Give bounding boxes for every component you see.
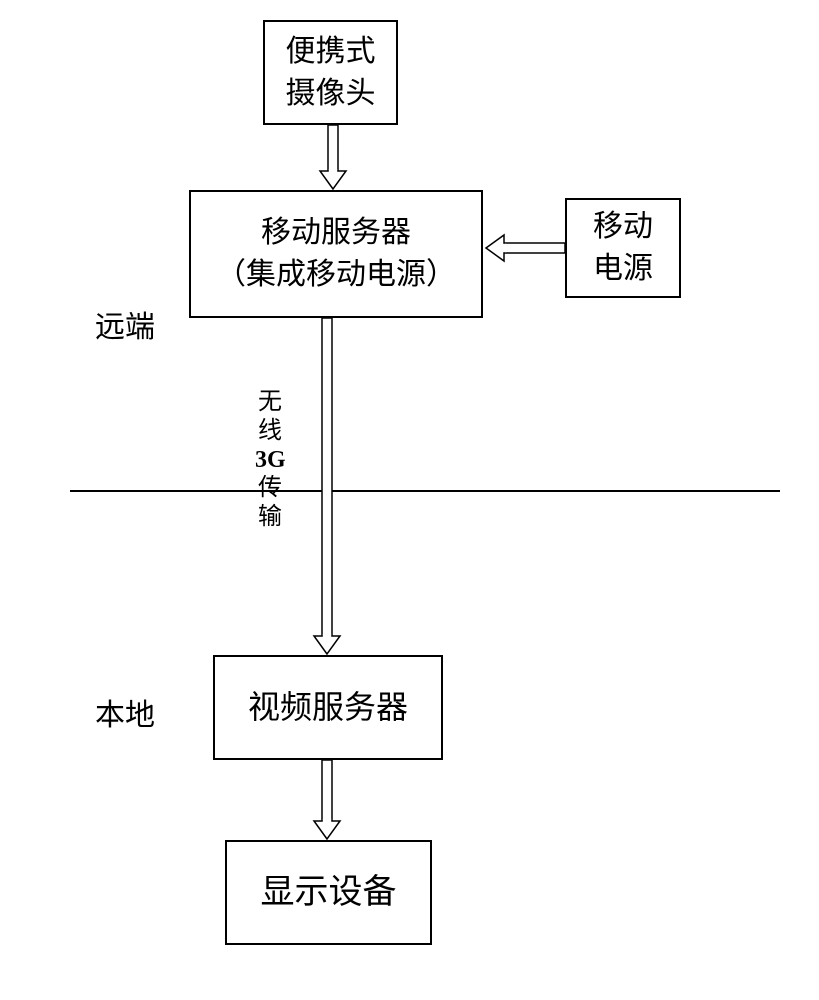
- camera-text: 便携式摄像头: [286, 31, 376, 115]
- remote-label: 远端: [95, 302, 155, 346]
- divider-line: [70, 490, 780, 492]
- video-server-node: 视频服务器: [213, 655, 443, 760]
- camera-node: 便携式摄像头: [263, 20, 398, 125]
- mobile-server-node: 移动服务器（集成移动电源）: [189, 190, 483, 318]
- local-label: 本地: [95, 690, 155, 734]
- mobile-server-text: 移动服务器（集成移动电源）: [216, 212, 456, 296]
- mobile-power-node: 移动电源: [565, 198, 681, 298]
- arrow-server-to-video: [312, 318, 342, 657]
- arrow-video-to-display: [312, 760, 342, 842]
- arrow-camera-to-server: [318, 125, 348, 192]
- display-node: 显示设备: [225, 840, 432, 945]
- wireless-3g-label: 无 线 3G 传 输: [255, 388, 285, 532]
- arrow-power-to-server: [483, 233, 565, 263]
- video-server-text: 视频服务器: [248, 685, 408, 730]
- mobile-power-text: 移动电源: [593, 206, 653, 290]
- display-text: 显示设备: [261, 869, 397, 917]
